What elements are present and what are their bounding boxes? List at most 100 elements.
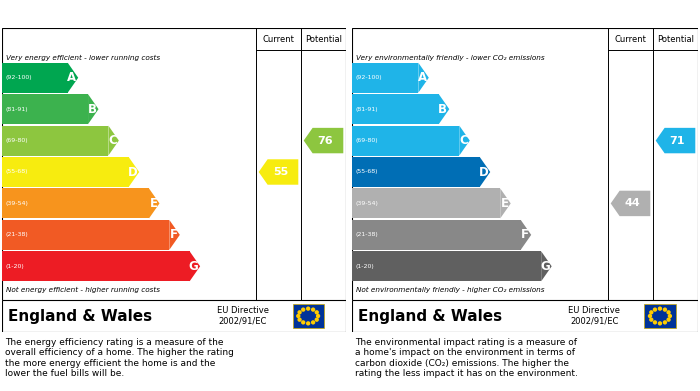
Text: B: B [88, 103, 97, 116]
Text: Not environmentally friendly - higher CO₂ emissions: Not environmentally friendly - higher CO… [356, 287, 545, 293]
Polygon shape [419, 63, 429, 93]
Text: Current: Current [615, 34, 646, 43]
Text: Energy Efficiency Rating: Energy Efficiency Rating [9, 9, 181, 22]
Polygon shape [169, 220, 180, 250]
Text: 76: 76 [318, 136, 333, 145]
Bar [645, 305, 676, 328]
Bar [352, 157, 480, 187]
Text: (81-91): (81-91) [356, 107, 379, 112]
Bar [352, 251, 541, 281]
Circle shape [653, 320, 657, 325]
Polygon shape [541, 251, 552, 281]
Text: England & Wales: England & Wales [8, 308, 152, 323]
Text: (39-54): (39-54) [6, 201, 29, 206]
Bar [2, 157, 129, 187]
Text: (69-80): (69-80) [356, 138, 379, 143]
Text: B: B [438, 103, 447, 116]
Text: G: G [188, 260, 198, 273]
Text: EU Directive
2002/91/EC: EU Directive 2002/91/EC [217, 306, 269, 326]
Circle shape [298, 317, 302, 322]
Polygon shape [129, 157, 139, 187]
Text: Very energy efficient - lower running costs: Very energy efficient - lower running co… [6, 55, 160, 61]
Polygon shape [108, 126, 119, 156]
Polygon shape [88, 94, 99, 124]
Bar [293, 305, 323, 328]
Text: G: G [540, 260, 550, 273]
Text: Not energy efficient - higher running costs: Not energy efficient - higher running co… [6, 287, 160, 293]
Circle shape [668, 314, 672, 318]
Circle shape [314, 310, 319, 314]
Circle shape [296, 314, 300, 318]
Text: D: D [127, 165, 137, 179]
Circle shape [649, 317, 654, 322]
Polygon shape [610, 191, 650, 216]
Text: 71: 71 [670, 136, 685, 145]
Circle shape [298, 310, 302, 314]
Text: (21-38): (21-38) [6, 232, 29, 237]
Circle shape [653, 307, 657, 312]
Polygon shape [304, 128, 343, 153]
Text: Very environmentally friendly - lower CO₂ emissions: Very environmentally friendly - lower CO… [356, 55, 545, 61]
Text: (69-80): (69-80) [6, 138, 29, 143]
Polygon shape [190, 251, 200, 281]
Bar [2, 251, 190, 281]
Circle shape [311, 307, 315, 312]
Text: F: F [522, 228, 529, 241]
Circle shape [649, 310, 654, 314]
Circle shape [666, 310, 671, 314]
Circle shape [663, 320, 667, 325]
Text: (1-20): (1-20) [6, 264, 25, 269]
Bar [2, 63, 68, 93]
Circle shape [311, 320, 315, 325]
Polygon shape [259, 159, 298, 185]
Text: E: E [150, 197, 158, 210]
Bar [2, 188, 149, 219]
Text: (92-100): (92-100) [6, 75, 33, 80]
Text: (81-91): (81-91) [6, 107, 29, 112]
Bar [352, 94, 439, 124]
Text: C: C [459, 134, 468, 147]
Text: C: C [108, 134, 117, 147]
Text: (55-68): (55-68) [6, 170, 29, 174]
Text: (39-54): (39-54) [356, 201, 379, 206]
Bar [2, 126, 108, 156]
Text: Environmental Impact (CO₂) Rating: Environmental Impact (CO₂) Rating [359, 9, 605, 22]
Text: (92-100): (92-100) [356, 75, 383, 80]
Bar [2, 94, 88, 124]
Text: Potential: Potential [657, 34, 694, 43]
Bar [352, 188, 500, 219]
Bar [2, 220, 169, 250]
Text: 44: 44 [624, 198, 640, 208]
Text: E: E [500, 197, 509, 210]
Text: 55: 55 [273, 167, 288, 177]
Polygon shape [459, 126, 470, 156]
Polygon shape [439, 94, 449, 124]
Text: A: A [67, 71, 76, 84]
Text: F: F [170, 228, 178, 241]
Circle shape [316, 314, 320, 318]
Circle shape [648, 314, 652, 318]
Text: (1-20): (1-20) [356, 264, 374, 269]
Circle shape [306, 307, 310, 311]
Text: D: D [479, 165, 488, 179]
Polygon shape [500, 188, 511, 219]
Circle shape [314, 317, 319, 322]
Text: (55-68): (55-68) [356, 170, 379, 174]
Circle shape [666, 317, 671, 322]
Polygon shape [68, 63, 78, 93]
Text: England & Wales: England & Wales [358, 308, 502, 323]
Text: Current: Current [262, 34, 295, 43]
Circle shape [301, 307, 305, 312]
Circle shape [658, 307, 662, 311]
Circle shape [306, 321, 310, 326]
Polygon shape [656, 128, 695, 153]
Text: A: A [418, 71, 427, 84]
Bar [352, 220, 521, 250]
Text: EU Directive
2002/91/EC: EU Directive 2002/91/EC [568, 306, 620, 326]
Circle shape [658, 321, 662, 326]
Text: The energy efficiency rating is a measure of the
overall efficiency of a home. T: The energy efficiency rating is a measur… [6, 338, 234, 378]
Polygon shape [149, 188, 160, 219]
Polygon shape [521, 220, 531, 250]
Text: Potential: Potential [305, 34, 342, 43]
Circle shape [301, 320, 305, 325]
